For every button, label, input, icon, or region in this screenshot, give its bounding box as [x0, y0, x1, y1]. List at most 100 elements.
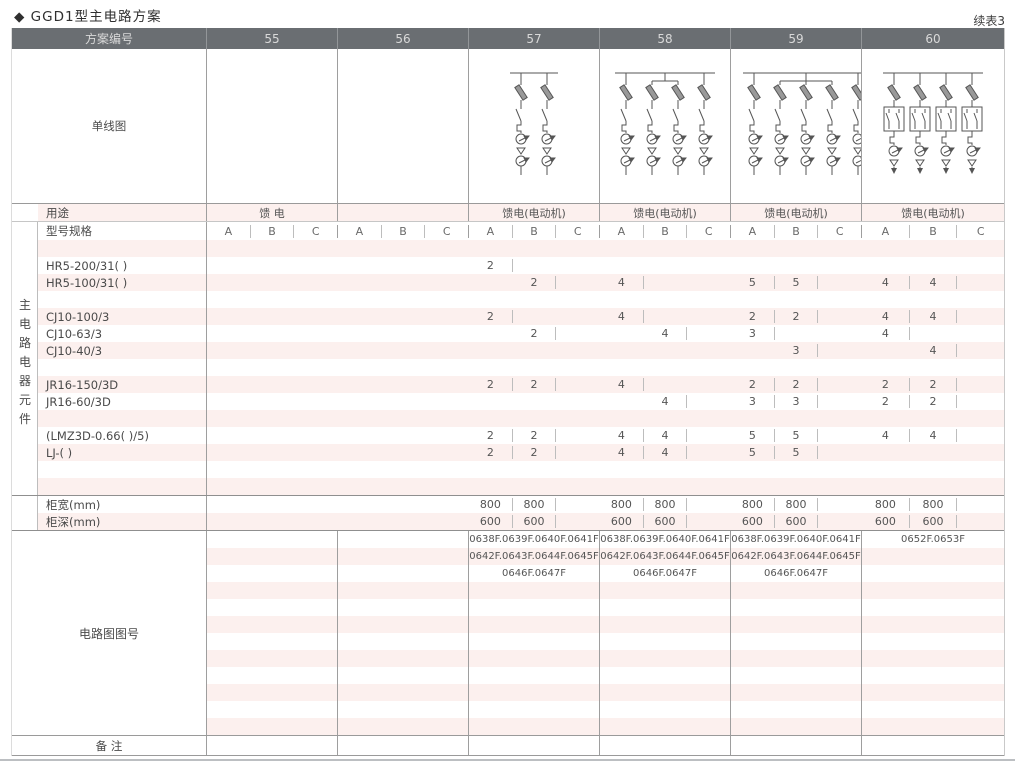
- circuit-cell: [862, 565, 1004, 582]
- col-56: [338, 257, 469, 274]
- col-59: 3: [731, 342, 862, 359]
- value-cell: 2: [513, 446, 557, 459]
- value-cell: 2: [862, 395, 910, 408]
- component-row: JR16-150/3D 2 2 4 2 2 2 2: [12, 376, 1004, 393]
- circuit-cell: 0646F.0647F: [469, 565, 600, 582]
- col-58: [600, 240, 731, 257]
- col-57: 2: [469, 274, 600, 291]
- value-cell: 5: [731, 446, 775, 459]
- circuit-cell: [207, 616, 338, 633]
- component-row: [12, 478, 1004, 495]
- value-cell: 5: [775, 276, 819, 289]
- col-57: [469, 342, 600, 359]
- col-59: [731, 240, 862, 257]
- diagram-cell-55: [207, 49, 338, 203]
- circuit-row: [207, 718, 1004, 735]
- col-55: [207, 410, 338, 427]
- col-56: [338, 444, 469, 461]
- col-60: [862, 461, 1004, 478]
- subcol-header-cell: A: [207, 224, 251, 238]
- component-row: (LMZ3D-0.66( )/5) 2 2 4 4 5 5 4 4: [12, 427, 1004, 444]
- value-cell: 800: [731, 498, 775, 511]
- value-cell: 2: [469, 310, 513, 323]
- circuit-cell: [862, 667, 1004, 684]
- circuit-cell: [862, 633, 1004, 650]
- component-row: JR16-60/3D 4 3 3 2 2: [12, 393, 1004, 410]
- component-label: [38, 461, 207, 478]
- col-55: [207, 240, 338, 257]
- component-row-side: [12, 308, 38, 325]
- circuit-cell: 0646F.0647F: [600, 565, 731, 582]
- remark-cell: [862, 736, 1004, 755]
- component-row-side: [12, 427, 38, 444]
- side-vertical-char: 路: [18, 336, 31, 350]
- col-56: [338, 376, 469, 393]
- value-cell: 4: [600, 276, 644, 289]
- component-row: CJ10-40/3 3 4: [12, 342, 1004, 359]
- col-56: [338, 240, 469, 257]
- value-cell: 4: [644, 327, 688, 340]
- col-59: [731, 461, 862, 478]
- circuit-cell: [338, 633, 469, 650]
- value-cell: 3: [775, 344, 819, 357]
- col-55: [207, 257, 338, 274]
- col-58: 4: [600, 376, 731, 393]
- circuit-row: [207, 599, 1004, 616]
- side-vertical-char: 器: [18, 374, 31, 388]
- col-58: 4: [600, 308, 731, 325]
- component-label: CJ10-40/3: [38, 342, 207, 359]
- col-60: [862, 257, 1004, 274]
- value-cell: 4: [862, 276, 910, 289]
- remark-cell: [207, 736, 338, 755]
- model-row-side: [12, 222, 38, 240]
- value-cell: 2: [469, 378, 513, 391]
- usage-cell-60: 馈电(电动机): [862, 204, 1004, 221]
- component-row-side: [12, 410, 38, 427]
- col-59: [731, 257, 862, 274]
- col-56: [338, 359, 469, 376]
- component-row-side: [12, 240, 38, 257]
- header-scheme-label-cell: 方案编号: [12, 28, 207, 49]
- circuit-row: [207, 616, 1004, 633]
- single-line-diagram-59: [731, 49, 862, 203]
- component-row: HR5-200/31( ) 2: [12, 257, 1004, 274]
- circuit-cell: [862, 684, 1004, 701]
- side-vertical-char: 元: [18, 393, 31, 407]
- page-title: ◆ GGD1型主电路方案: [14, 9, 162, 25]
- col-57: 2: [469, 308, 600, 325]
- value-cell: 4: [862, 327, 910, 340]
- cabinet-width-label: 柜宽(mm): [38, 496, 207, 513]
- circuit-cell: [338, 599, 469, 616]
- circuit-cell: [862, 701, 1004, 718]
- col-56: [338, 427, 469, 444]
- value-cell: 2: [910, 378, 958, 391]
- remark-cell: [338, 736, 469, 755]
- component-row: [12, 291, 1004, 308]
- usage-cell-59: 馈电(电动机): [731, 204, 862, 221]
- circuit-cell: 0646F.0647F: [731, 565, 862, 582]
- value-cell: 800: [644, 498, 688, 511]
- col-59: [731, 291, 862, 308]
- circuit-cell: 0652F.0653F: [862, 531, 1004, 548]
- value-cell: 600: [513, 515, 557, 528]
- component-label: [38, 240, 207, 257]
- col-57: 600 600: [469, 513, 600, 530]
- col-58: [600, 461, 731, 478]
- component-label: [38, 478, 207, 495]
- subcol-header-cell: B: [644, 224, 688, 238]
- component-row-side: [12, 461, 38, 478]
- circuit-cell: [207, 650, 338, 667]
- col-59: [731, 359, 862, 376]
- circuit-cell: [600, 582, 731, 599]
- component-label: HR5-200/31( ): [38, 257, 207, 274]
- col-58: 800 800: [600, 496, 731, 513]
- side-vertical-char: 件: [18, 412, 31, 426]
- value-cell: 4: [910, 276, 958, 289]
- subcol-header-cell: A: [600, 224, 644, 238]
